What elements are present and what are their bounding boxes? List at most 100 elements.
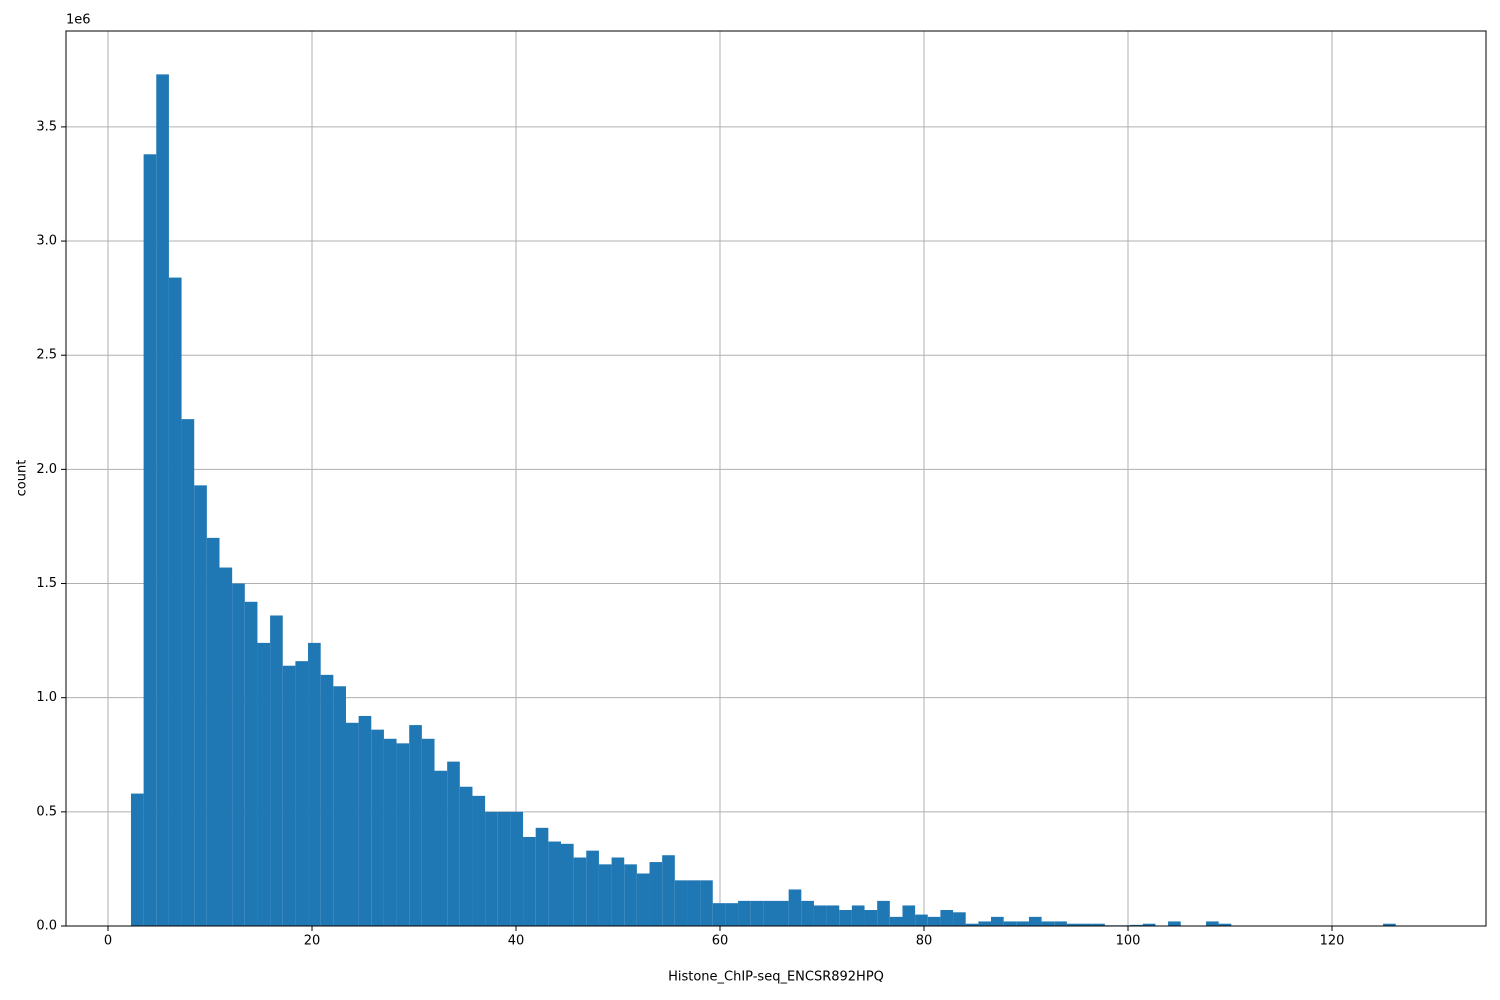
x-tick-label: 60: [712, 934, 729, 949]
plot-frame: [65, 30, 1487, 927]
y-offset-label: 1e6: [66, 13, 91, 28]
bar: [662, 855, 675, 926]
bar: [1028, 916, 1042, 926]
bar: [598, 864, 612, 926]
bar: [624, 864, 637, 926]
bar: [143, 154, 157, 926]
bar: [206, 537, 220, 926]
y-tick-label: 3.5: [36, 119, 57, 134]
bar: [434, 770, 448, 926]
bar: [902, 905, 916, 926]
bar: [1003, 921, 1017, 926]
bar: [738, 900, 751, 926]
bar: [991, 916, 1004, 926]
x-tick-label: 100: [1116, 934, 1141, 949]
bar: [965, 923, 979, 926]
bar: [750, 900, 764, 926]
bar: [472, 795, 486, 926]
bar: [409, 725, 422, 926]
bar: [358, 715, 372, 926]
bar: [548, 841, 561, 926]
y-tick-label: 2.5: [36, 348, 57, 363]
bar: [560, 843, 574, 926]
bar: [270, 615, 283, 926]
bar: [636, 873, 650, 926]
bar: [788, 889, 802, 926]
bar: [1016, 921, 1029, 926]
bar: [687, 880, 701, 926]
bar: [232, 583, 245, 926]
bar: [649, 862, 663, 926]
x-tick-label: 80: [916, 934, 933, 949]
y-tick-label: 3.0: [36, 234, 57, 249]
bar: [447, 761, 460, 926]
bar: [851, 905, 865, 926]
bar: [915, 914, 928, 926]
x-tick-label: 40: [508, 934, 525, 949]
bar: [586, 850, 599, 926]
bar: [1383, 923, 1396, 926]
bar: [1066, 923, 1080, 926]
bar: [219, 567, 233, 926]
bar: [573, 857, 587, 926]
bar: [333, 686, 346, 926]
bar: [1218, 923, 1232, 926]
bar: [1168, 921, 1181, 926]
bar: [940, 910, 954, 926]
bar: [1079, 923, 1093, 926]
bar: [927, 916, 941, 926]
bar: [282, 665, 296, 926]
y-tick-label: 2.0: [36, 462, 57, 477]
bar: [320, 674, 334, 926]
bar: [510, 811, 524, 926]
bar: [763, 900, 776, 926]
bar: [1142, 923, 1156, 926]
bar: [1092, 923, 1105, 926]
bar: [953, 912, 966, 926]
bar: [978, 921, 992, 926]
bar: [459, 786, 473, 926]
bar: [889, 916, 903, 926]
bar: [371, 729, 384, 926]
x-tick-label: 20: [304, 934, 321, 949]
bar: [244, 601, 258, 926]
bar: [826, 905, 840, 926]
bar: [1206, 921, 1219, 926]
bar: [396, 743, 410, 926]
bar: [877, 900, 890, 926]
bar: [1130, 924, 1143, 926]
bar: [1054, 921, 1067, 926]
bar: [776, 900, 789, 926]
bar: [813, 905, 827, 926]
bar: [700, 880, 713, 926]
bar: [168, 277, 182, 926]
y-tick-label: 0.5: [36, 804, 57, 819]
bar: [535, 827, 549, 926]
bar: [864, 910, 878, 926]
bar: [485, 811, 498, 926]
y-axis-label: count: [15, 460, 30, 497]
x-axis-label: Histone_ChIP-seq_ENCSR892HPQ: [668, 970, 884, 985]
bar: [1041, 921, 1055, 926]
x-tick-label: 0: [104, 934, 112, 949]
bar: [257, 642, 271, 926]
y-tick-label: 1.5: [36, 576, 57, 591]
bar: [497, 811, 511, 926]
bar: [345, 722, 359, 926]
y-tick-label: 0.0: [36, 919, 57, 934]
bar: [523, 836, 536, 926]
y-tick-label: 1.0: [36, 690, 57, 705]
bar: [156, 74, 169, 926]
bar: [194, 485, 207, 926]
bar: [611, 857, 625, 926]
x-tick-label: 120: [1320, 934, 1345, 949]
bar: [725, 903, 739, 926]
bar: [383, 738, 397, 926]
bar: [130, 793, 144, 926]
bar: [839, 910, 852, 926]
bar: [295, 661, 309, 926]
bar: [801, 900, 814, 926]
bar: [712, 903, 726, 926]
